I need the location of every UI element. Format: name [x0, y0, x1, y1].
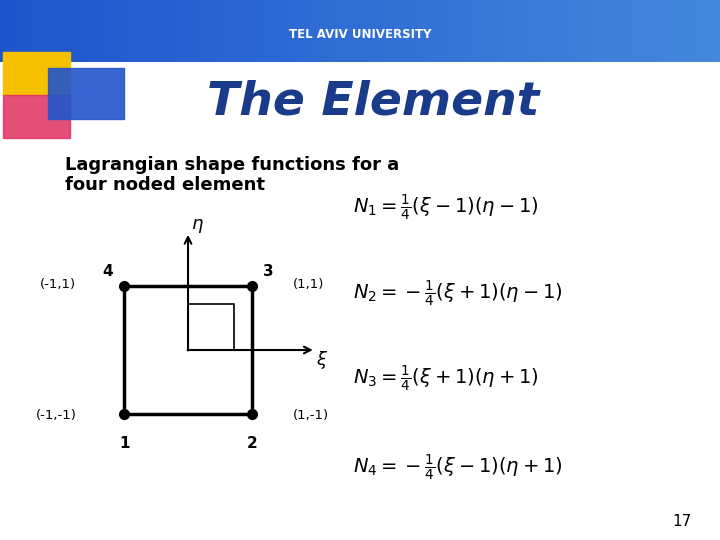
- Text: (-1,-1): (-1,-1): [35, 409, 76, 422]
- Text: $N_4 = -\frac{1}{4}(\xi - 1)(\eta + 1)$: $N_4 = -\frac{1}{4}(\xi - 1)(\eta + 1)$: [354, 454, 563, 483]
- Text: 2: 2: [246, 436, 257, 451]
- Text: 4: 4: [102, 264, 113, 279]
- Text: (1,1): (1,1): [293, 279, 325, 292]
- Text: (-1,1): (-1,1): [40, 279, 76, 292]
- Text: Lagrangian shape functions for a
four noded element: Lagrangian shape functions for a four no…: [65, 156, 399, 194]
- Text: $\xi$: $\xi$: [316, 349, 328, 370]
- Text: 3: 3: [264, 264, 274, 279]
- Text: $N_3 = \frac{1}{4}(\xi + 1)(\eta + 1)$: $N_3 = \frac{1}{4}(\xi + 1)(\eta + 1)$: [354, 364, 539, 394]
- Text: $N_1 = \frac{1}{4}(\xi - 1)(\eta - 1)$: $N_1 = \frac{1}{4}(\xi - 1)(\eta - 1)$: [354, 193, 539, 223]
- Text: (1,-1): (1,-1): [293, 409, 330, 422]
- Text: TEL AVIV UNIVERSITY: TEL AVIV UNIVERSITY: [289, 28, 431, 40]
- Bar: [3, 52, 70, 95]
- Bar: [48, 68, 124, 119]
- Text: The Element: The Element: [207, 79, 539, 124]
- Text: 17: 17: [672, 514, 691, 529]
- Text: $\eta$: $\eta$: [192, 217, 204, 234]
- Bar: [3, 95, 70, 138]
- Text: 1: 1: [119, 436, 130, 451]
- Text: $N_2 = -\frac{1}{4}(\xi + 1)(\eta - 1)$: $N_2 = -\frac{1}{4}(\xi + 1)(\eta - 1)$: [354, 279, 563, 309]
